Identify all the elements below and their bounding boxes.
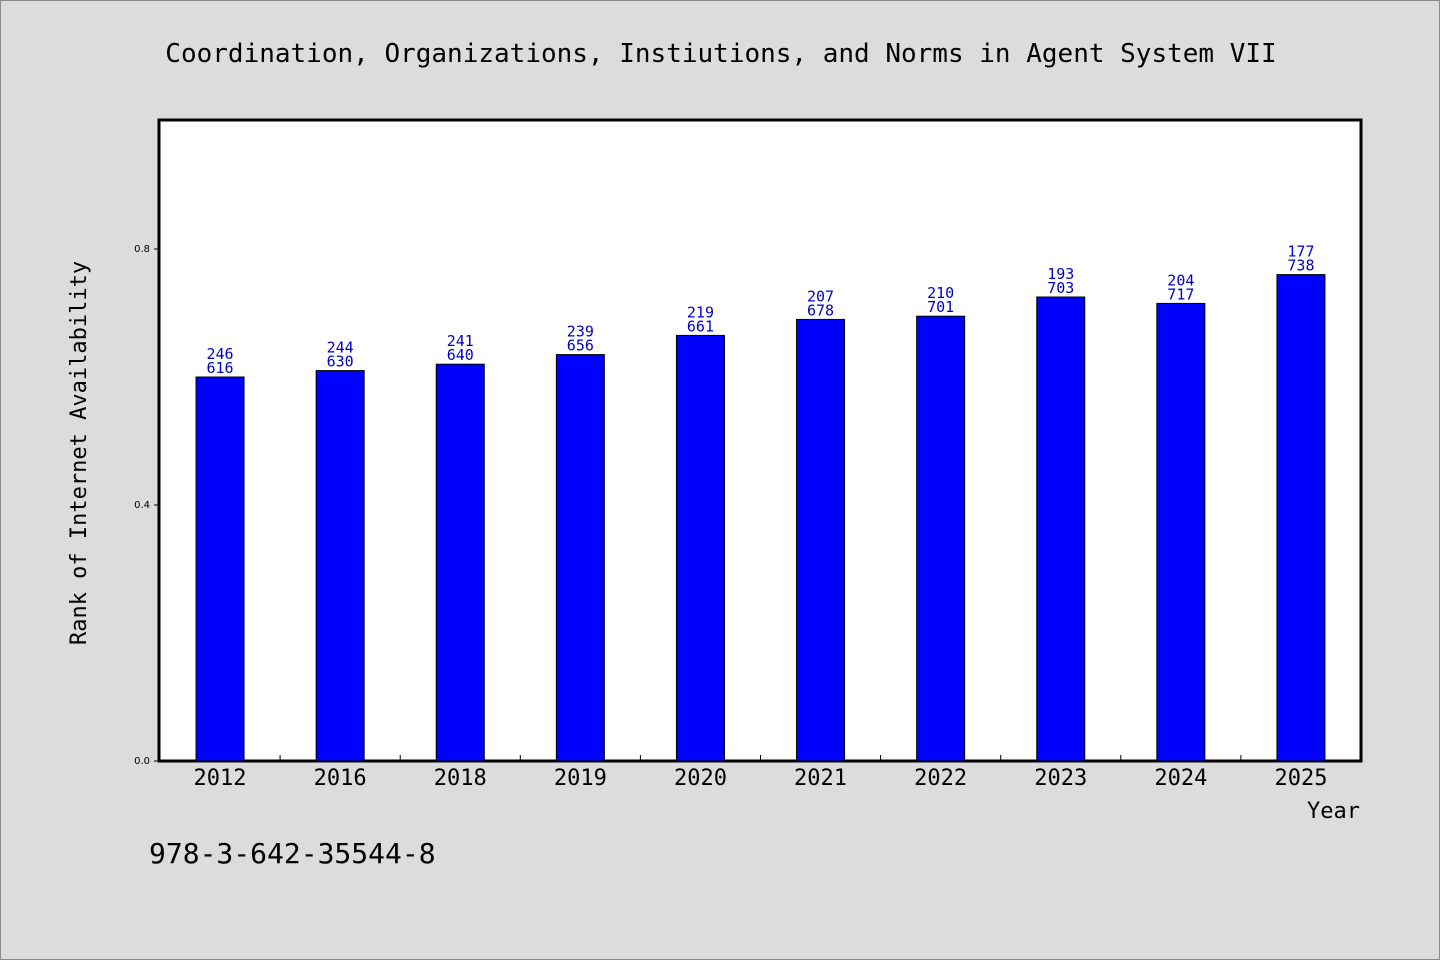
- x-tick-label: 2012: [194, 766, 247, 791]
- bar-label-bottom: 640: [447, 346, 474, 364]
- bar-value-labels: 2466162446302416402396562196612076782107…: [207, 243, 1315, 377]
- bar-2022: [916, 315, 966, 762]
- x-tick-label: 2018: [434, 766, 487, 791]
- bar-2023: [1036, 296, 1086, 762]
- bar-label-top: 244: [327, 339, 354, 357]
- x-axis-label: Year: [1307, 799, 1360, 824]
- x-tick-label: 2016: [314, 766, 367, 791]
- bar-label-bottom: 661: [687, 317, 714, 335]
- bar-label-bottom: 701: [927, 298, 954, 316]
- bar-label-top: 177: [1287, 243, 1314, 261]
- bar-label-bottom: 703: [1047, 279, 1074, 297]
- bar-2020: [675, 334, 725, 762]
- bar-2025: [1276, 274, 1326, 762]
- y-tick-label: 0.4: [134, 500, 150, 511]
- bar-label-top: 239: [567, 323, 594, 341]
- x-tick-labels: 2012 2016 2018 2019 2020 2021 2022 2023 2024 2025: [194, 766, 1328, 791]
- bar-label-bottom: 738: [1287, 257, 1314, 275]
- bar-label-bottom: 616: [207, 359, 234, 377]
- bar-2018: [435, 363, 485, 762]
- y-axis-label: Rank of Internet Availability: [67, 261, 92, 645]
- bar-label-top: 207: [807, 287, 834, 305]
- bar-label-top: 204: [1167, 271, 1194, 289]
- chart-title: Coordination, Organizations, Instiutions…: [165, 39, 1276, 69]
- bar-label-top: 210: [927, 284, 954, 302]
- isbn-footnote: 978-3-642-35544-8: [149, 837, 436, 870]
- bar-label-bottom: 656: [567, 337, 594, 355]
- bar-label-top: 241: [447, 332, 474, 350]
- x-tick-label: 2023: [1034, 766, 1087, 791]
- y-tick-label: 0.0: [134, 756, 150, 767]
- x-tick-label: 2021: [794, 766, 847, 791]
- bar-2012: [195, 376, 245, 762]
- x-tick-label: 2019: [554, 766, 607, 791]
- x-tick-label: 2024: [1154, 766, 1207, 791]
- y-tick-label: 0.8: [134, 244, 150, 255]
- axis-ticks: 0.0 0.4 0.8: [134, 244, 1242, 767]
- bar-label-bottom: 678: [807, 301, 834, 319]
- bars: [195, 274, 1326, 762]
- bar-label-top: 193: [1047, 265, 1074, 283]
- bar-label-top: 219: [687, 303, 714, 321]
- x-tick-label: 2022: [914, 766, 967, 791]
- bar-2024: [1156, 302, 1206, 762]
- x-tick-label: 2025: [1274, 766, 1327, 791]
- bar-label-bottom: 630: [327, 353, 354, 371]
- x-tick-label: 2020: [674, 766, 727, 791]
- bar-2021: [796, 318, 846, 762]
- bar-2016: [315, 370, 365, 762]
- bar-label-bottom: 717: [1167, 285, 1194, 303]
- bar-label-top: 246: [207, 345, 234, 363]
- bar-2019: [555, 354, 605, 762]
